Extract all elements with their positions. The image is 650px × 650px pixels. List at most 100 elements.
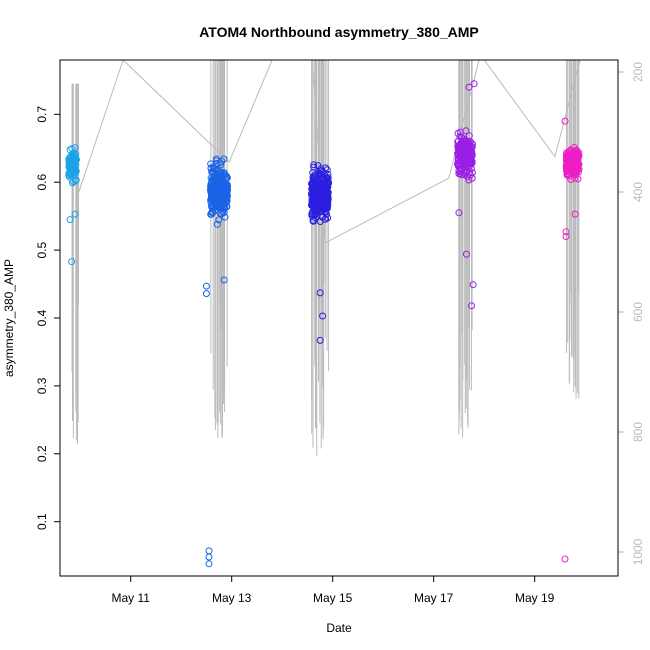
data-point	[314, 193, 321, 201]
data-point	[223, 186, 231, 194]
gray-spikes-layer	[71, 60, 580, 456]
data-point-outlier	[205, 547, 213, 555]
data-point	[66, 157, 74, 165]
data-point	[211, 170, 219, 178]
data-point	[468, 174, 476, 182]
data-point	[68, 179, 76, 187]
data-point	[323, 179, 331, 187]
data-point	[460, 135, 467, 143]
data-point	[223, 197, 231, 205]
data-point	[308, 191, 316, 199]
data-point	[320, 174, 327, 181]
data-point	[215, 216, 223, 224]
data-point	[323, 182, 331, 190]
data-point-outlier	[205, 560, 213, 568]
data-point-outlier	[220, 276, 228, 284]
data-point-outlier	[571, 210, 579, 218]
data-point-outlier	[561, 555, 569, 563]
data-point	[212, 157, 220, 165]
y-tick-label: 0.1	[35, 513, 49, 530]
y-tick-label: 0.7	[35, 106, 49, 123]
data-point-outlier	[66, 216, 74, 224]
plot-box	[59, 59, 619, 577]
data-point	[319, 186, 327, 194]
chart-title: ATOM4 Northbound asymmetry_380_AMP	[199, 24, 479, 40]
secondary-y-tick-label: 400	[631, 182, 645, 202]
data-point	[318, 183, 326, 191]
data-point	[67, 156, 75, 164]
secondary-y-tick-label: 200	[631, 62, 645, 82]
data-point	[217, 161, 225, 169]
data-point	[310, 161, 318, 169]
data-point-outlier	[316, 289, 324, 297]
data-point	[323, 204, 331, 212]
data-point-outlier	[470, 80, 478, 88]
data-point	[311, 214, 319, 222]
data-point	[309, 175, 317, 183]
data-point	[458, 133, 465, 141]
data-point	[217, 199, 225, 207]
data-point	[468, 169, 476, 177]
data-point	[465, 144, 473, 152]
data-point	[320, 204, 328, 212]
data-point-outlier	[202, 282, 210, 290]
data-point	[313, 206, 320, 214]
data-point	[213, 195, 221, 203]
data-point	[220, 155, 228, 163]
data-point	[208, 168, 216, 176]
data-point-outlier	[465, 83, 473, 91]
data-point	[217, 182, 225, 190]
x-axis-label: Date	[326, 621, 352, 635]
y-tick-label: 0.6	[35, 174, 49, 191]
data-point	[68, 145, 76, 153]
data-point	[568, 160, 576, 168]
data-point	[462, 127, 470, 135]
data-point-outlier	[469, 281, 477, 289]
data-point-outlier	[463, 250, 470, 258]
points-layer	[65, 80, 583, 568]
secondary-y-tick-label: 600	[631, 302, 645, 322]
x-tick-label: May 15	[313, 591, 353, 605]
data-point	[65, 172, 73, 180]
data-point-outlier	[561, 117, 569, 125]
data-point	[319, 199, 327, 207]
data-point-outlier	[71, 210, 79, 218]
data-point	[466, 141, 474, 149]
data-point-outlier	[316, 336, 324, 344]
x-tick-label: May 13	[212, 591, 252, 605]
data-point-outlier	[205, 553, 213, 561]
data-point	[460, 152, 468, 160]
data-point-outlier	[562, 228, 570, 236]
data-point	[571, 149, 579, 157]
data-point	[221, 213, 229, 221]
data-point	[222, 190, 230, 198]
data-point	[322, 215, 330, 223]
secondary-y-tick-label: 800	[631, 422, 645, 442]
data-point	[212, 178, 220, 186]
data-point-outlier	[68, 258, 76, 266]
data-point	[317, 165, 325, 173]
data-point	[574, 164, 582, 171]
y-tick-label: 0.5	[35, 241, 49, 258]
data-point	[311, 171, 319, 179]
y-tick-label: 0.2	[35, 445, 49, 462]
y-tick-label: 0.4	[35, 309, 49, 326]
y-axis-label: asymmetry_380_AMP	[2, 259, 16, 377]
data-point-outlier	[455, 209, 463, 217]
data-point	[211, 207, 219, 215]
data-point	[219, 197, 227, 205]
data-point	[454, 148, 462, 156]
x-tick-label: May 19	[515, 591, 555, 605]
data-point-outlier	[468, 302, 476, 310]
y-tick-label: 0.3	[35, 377, 49, 394]
data-point	[308, 212, 316, 220]
data-point	[213, 220, 221, 228]
data-point	[69, 165, 77, 173]
gray-line	[75, 59, 581, 244]
data-point-outlier	[562, 233, 570, 240]
x-tick-label: May 11	[111, 591, 150, 605]
data-point	[566, 156, 574, 164]
gray-line-layer	[75, 59, 581, 244]
data-point	[207, 164, 215, 172]
